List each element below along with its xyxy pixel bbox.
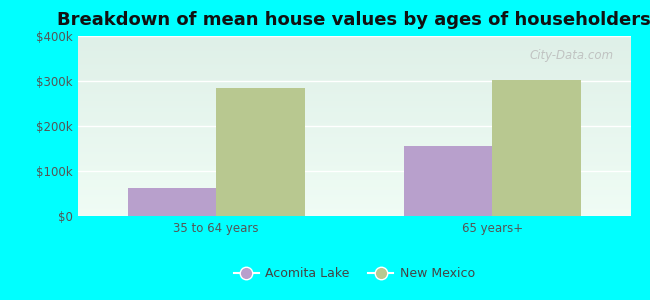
Bar: [127, 188, 216, 216]
Bar: [216, 88, 304, 216]
Bar: [404, 146, 493, 216]
Text: City-Data.com: City-Data.com: [530, 49, 614, 62]
Title: Breakdown of mean house values by ages of householders: Breakdown of mean house values by ages o…: [57, 11, 650, 29]
Legend: Acomita Lake, New Mexico: Acomita Lake, New Mexico: [229, 262, 480, 285]
Bar: [493, 80, 581, 216]
